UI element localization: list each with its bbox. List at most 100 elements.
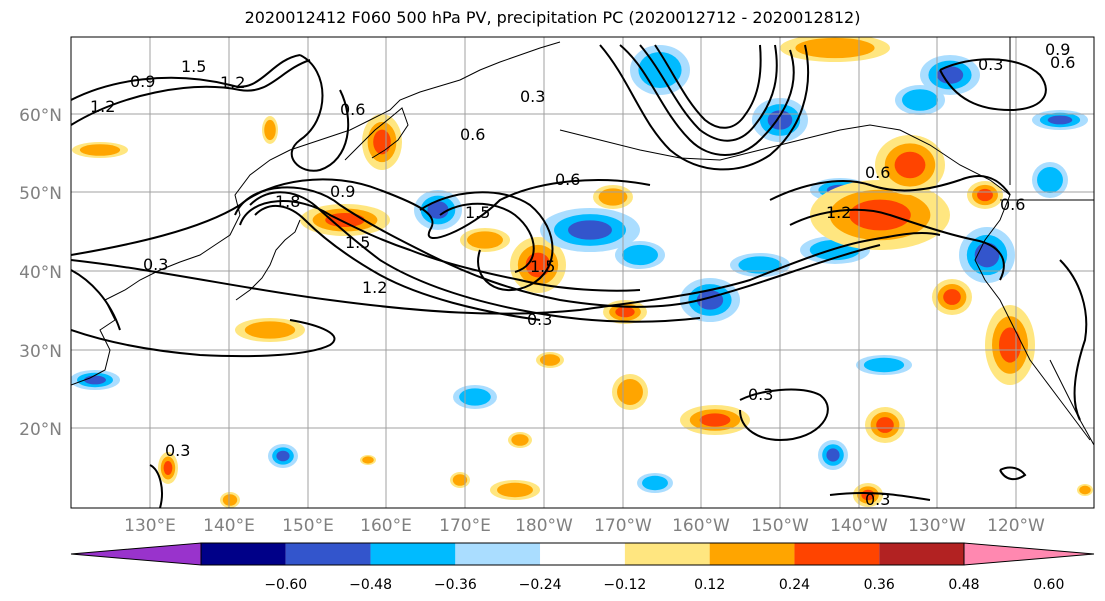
precip-positive: [617, 379, 643, 405]
contour-label: 0.6: [1050, 53, 1075, 72]
pv-contour-pac-low-3: [654, 44, 762, 129]
pv-contour-pac-low-1: [619, 44, 795, 156]
lon-label: 130°E: [124, 516, 176, 536]
precip-positive: [598, 188, 628, 206]
precip-positive: [1079, 485, 1091, 495]
contour-label: 0.3: [748, 385, 773, 404]
contour-label: 1.2: [90, 97, 115, 116]
contour-label: 0.3: [143, 255, 168, 274]
pv-contour-ridge-east-2: [789, 208, 1005, 281]
pv-contour-jet-5: [254, 205, 541, 321]
contour-label: 0.3: [165, 441, 190, 460]
precip-negative: [738, 256, 782, 274]
map-frame-border: [70, 36, 1095, 509]
map-title: 2020012412 F060 500 hPa PV, precipitatio…: [244, 8, 861, 27]
pv-contour-small-1: [999, 466, 1027, 481]
colorbar-tick-label: 0.48: [948, 577, 979, 593]
colorbar-extend-low: [70, 542, 202, 566]
colorbar-segment: [624, 543, 710, 565]
pv-contour-loop-west: [290, 54, 350, 172]
precip-positive: [452, 474, 468, 486]
colorbar-extend-high: [963, 542, 1095, 566]
contour-label: 0.3: [865, 490, 890, 509]
longitude-labels: 130°E 140°E 150°E 160°E 170°E 180°W 170°…: [124, 516, 1045, 536]
lon-label: 140°E: [203, 516, 255, 536]
colorbar-tick-label: −0.24: [519, 577, 562, 593]
pv-contour-0-9-west: [71, 54, 301, 101]
precip-positive: [362, 456, 374, 464]
precip-positive: [163, 460, 173, 476]
colorbar-tick-label: −0.36: [434, 577, 477, 593]
precip-negative: [459, 388, 491, 406]
contour-label: 1.2: [826, 203, 851, 222]
precip-positive: [539, 354, 561, 366]
precip-negative: [974, 242, 1000, 268]
contour-label: 1.5: [530, 257, 555, 276]
pv-contour-west-low: [71, 319, 336, 358]
colorbar-segment: [709, 543, 795, 565]
colorbar-segment: [201, 543, 286, 565]
map-frame-bg: [71, 37, 1094, 508]
pv-contour-ridge-east: [769, 175, 1011, 201]
lon-label: 160°E: [360, 516, 412, 536]
contour-label: 0.6: [555, 170, 580, 189]
precip-positive: [999, 327, 1021, 363]
precip-positive: [849, 199, 911, 231]
contour-label: 1.2: [362, 278, 387, 297]
lat-label: 50°N: [19, 184, 62, 204]
precip-positive: [977, 188, 993, 202]
lat-label: 30°N: [19, 342, 62, 362]
precip-positive: [264, 119, 276, 141]
pv-contour-pac-low-2: [639, 44, 778, 142]
contour-label: 0.9: [130, 72, 155, 91]
precip-negative: [902, 89, 938, 111]
colorbar-tick-label: 0.12: [694, 577, 725, 593]
colorbar-tick-label: −0.12: [603, 577, 646, 593]
colorbar: −0.60 −0.48 −0.36 −0.24 −0.12 0.12 0.24 0.36 0.4…: [70, 542, 1095, 593]
pv-contour-jet-2: [239, 200, 641, 292]
precip-negative: [1037, 167, 1063, 193]
precip-positive: [373, 129, 391, 155]
precip-positive: [615, 306, 635, 318]
pv-contour-trough-outer: [71, 178, 651, 256]
contour-label: 0.9: [1045, 40, 1070, 59]
precip-positive: [467, 231, 503, 249]
pv-contour-pac-low-4: [599, 44, 809, 171]
precip-negative: [276, 450, 290, 462]
lon-label: 130°W: [908, 516, 966, 536]
pv-contour-1-2-west: [71, 59, 311, 126]
contour-label: 1.5: [181, 57, 206, 76]
precip-negative: [638, 52, 682, 88]
colorbar-segment: [370, 543, 456, 565]
pv-contour-closed-alaska: [939, 58, 1047, 112]
precip-positive: [244, 321, 296, 339]
pv-contour-cutoff-1: [419, 191, 554, 291]
contour-label: 0.3: [520, 87, 545, 106]
colorbar-tick-label: −0.48: [349, 577, 392, 593]
precip-negative: [863, 357, 905, 373]
precip-negative: [1047, 115, 1073, 125]
precip-positive: [79, 144, 121, 156]
pv-contour-jet-4: [249, 191, 701, 323]
lon-label: 170°W: [594, 516, 652, 536]
contour-label: 0.6: [460, 125, 485, 144]
lon-label: 150°E: [282, 516, 334, 536]
colorbar-tick-label: 0.60: [1033, 577, 1064, 593]
precip-negative: [568, 220, 612, 240]
pv-contour-west-boundary: [71, 269, 121, 331]
latitude-labels: 60°N 50°N 40°N 30°N 20°N: [19, 106, 62, 440]
precip-positive: [943, 289, 961, 305]
precip-positive: [222, 494, 238, 506]
lat-label: 60°N: [19, 106, 62, 126]
pv-contour-jet-3: [234, 186, 881, 308]
precip-negative: [622, 244, 658, 266]
contour-labels: 0.9 1.5 1.2 1.2 0.6 0.6 0.3 0.6 1.8 0.9 …: [90, 40, 1075, 509]
contour-label: 1.5: [345, 233, 370, 252]
coastline-north-america: [974, 194, 1091, 441]
colorbar-border: [200, 542, 965, 566]
colorbar-segment: [455, 543, 541, 565]
contour-label: 0.6: [1000, 195, 1025, 214]
contour-label: 1.2: [220, 73, 245, 92]
precip-negative: [826, 448, 840, 462]
colorbar-segment: [285, 543, 371, 565]
